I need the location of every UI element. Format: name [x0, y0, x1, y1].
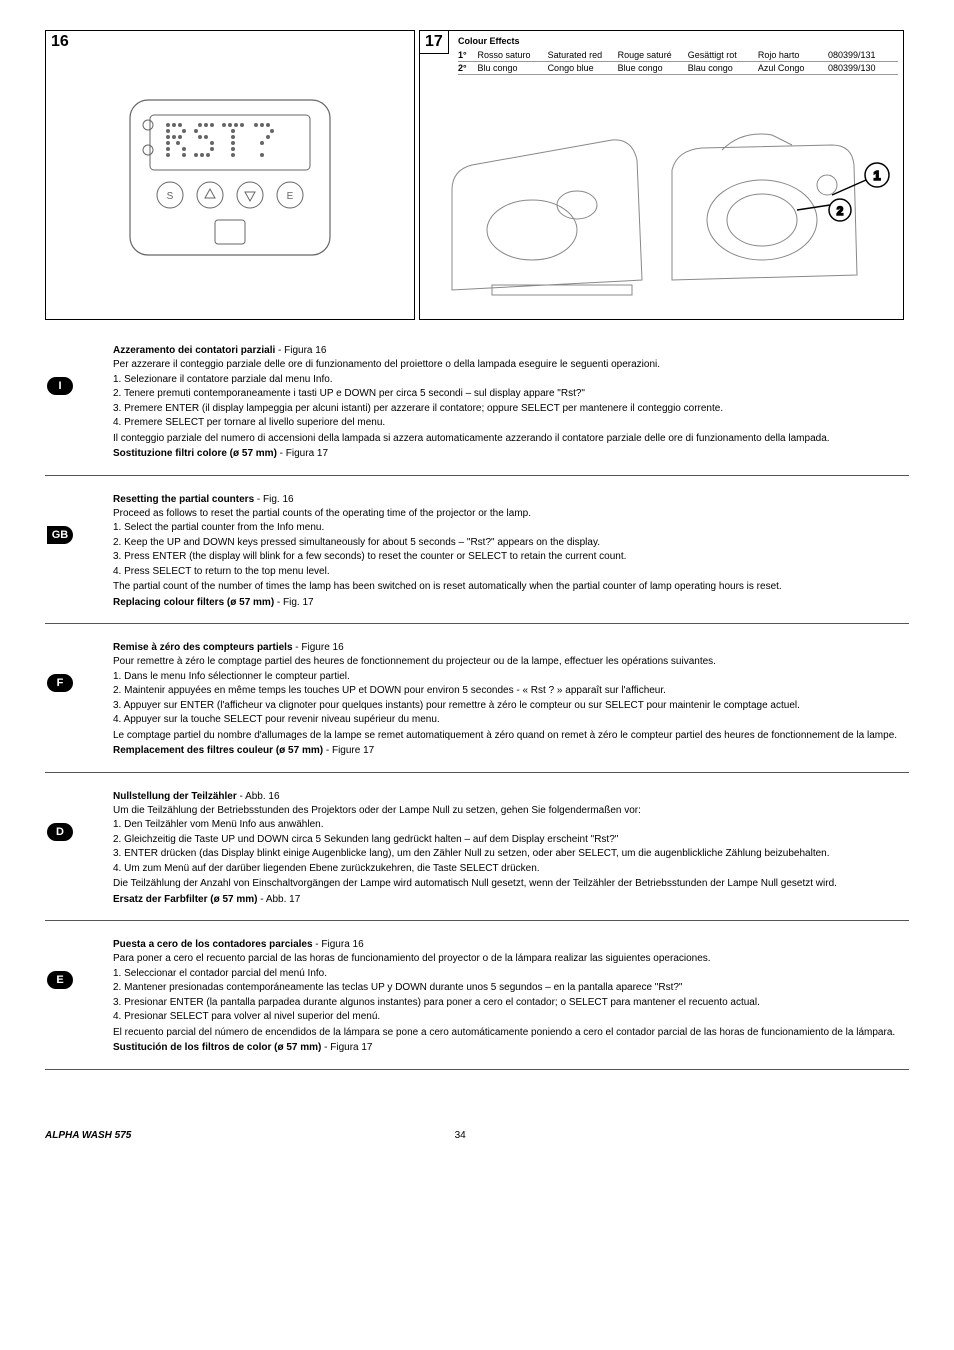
- es-l1: 1. Seleccionar el contador parcial del m…: [113, 967, 909, 981]
- fr-l3: 3. Appuyer sur ENTER (l'afficheur va cli…: [113, 699, 909, 713]
- fr-l1: 1. Dans le menu Info sélectionner le com…: [113, 670, 909, 684]
- row1-code: 080399/131: [828, 50, 898, 60]
- figure-16-box: 16: [45, 30, 415, 320]
- fr-intro: Pour remettre à zéro le comptage partiel…: [113, 655, 909, 669]
- figure-16-number: 16: [46, 31, 74, 53]
- lang-badge-fr: F: [47, 674, 73, 692]
- gb-l1: 1. Select the partial counter from the I…: [113, 521, 909, 535]
- section-gb: GB Resetting the partial counters - Fig.…: [45, 494, 909, 625]
- figure-17-box: 17 Colour Effects 1° Rosso saturo Satura…: [419, 30, 904, 320]
- row1-de: Gesättigt rot: [688, 50, 758, 60]
- es-subfig: - Figura 17: [321, 1042, 372, 1053]
- es-title: Puesta a cero de los contadores parciale…: [113, 939, 313, 950]
- colour-effects-table: Colour Effects 1° Rosso saturo Saturated…: [458, 36, 898, 75]
- lang-badge-es: E: [47, 971, 73, 989]
- fr-note: Le comptage partiel du nombre d'allumage…: [113, 729, 909, 743]
- gb-l3: 3. Press ENTER (the display will blink f…: [113, 550, 909, 564]
- gb-intro: Proceed as follows to reset the partial …: [113, 507, 909, 521]
- colour-table-title: Colour Effects: [458, 36, 898, 46]
- it-fig: - Figura 16: [275, 345, 326, 356]
- row2-code: 080399/130: [828, 63, 898, 73]
- footer-page: 34: [455, 1130, 466, 1141]
- section-es: E Puesta a cero de los contadores parcia…: [45, 939, 909, 1070]
- gb-l4: 4. Press SELECT to return to the top men…: [113, 565, 909, 579]
- row2-num: 2°: [458, 63, 477, 73]
- es-note: El recuento parcial del número de encend…: [113, 1026, 909, 1040]
- de-intro: Um die Teilzählung der Betriebsstunden d…: [113, 804, 909, 818]
- de-l2: 2. Gleichzeitig die Taste UP und DOWN ci…: [113, 833, 909, 847]
- de-l4: 4. Um zum Menü auf der darüber liegenden…: [113, 862, 909, 876]
- row1-en: Saturated red: [548, 50, 618, 60]
- gb-subfig: - Fig. 17: [274, 597, 313, 608]
- de-note: Die Teilzählung der Anzahl von Einschalt…: [113, 877, 909, 891]
- lang-badge-gb: GB: [47, 526, 73, 544]
- it-l4: 4. Premere SELECT per tornare al livello…: [113, 416, 909, 430]
- figure-17-number: 17: [420, 31, 449, 54]
- es-l3: 3. Presionar ENTER (la pantalla parpadea…: [113, 996, 909, 1010]
- figure-17-diagram: 1 2: [430, 106, 893, 314]
- page-footer: ALPHA WASH 575 34: [45, 1130, 909, 1141]
- row1-it: Rosso saturo: [477, 50, 547, 60]
- mechanism-svg: 1 2: [432, 110, 892, 310]
- es-intro: Para poner a cero el recuento parcial de…: [113, 952, 909, 966]
- es-fig: - Figura 16: [313, 939, 364, 950]
- it-sub: Sostituzione filtri colore (ø 57 mm): [113, 448, 277, 459]
- svg-text:1: 1: [873, 168, 880, 183]
- fr-fig: - Figure 16: [293, 642, 344, 653]
- figures-row: 16: [45, 30, 909, 320]
- row2-de: Blau congo: [688, 63, 758, 73]
- lang-badge-it: I: [47, 377, 73, 395]
- svg-text:2: 2: [836, 204, 843, 218]
- section-fr: F Remise à zéro des compteurs partiels -…: [45, 642, 909, 773]
- colour-row-1: 1° Rosso saturo Saturated red Rouge satu…: [458, 49, 898, 62]
- it-l3: 3. Premere ENTER (il display lampeggia p…: [113, 402, 909, 416]
- de-l3: 3. ENTER drücken (das Display blinkt ein…: [113, 847, 909, 861]
- section-de: D Nullstellung der Teilzähler - Abb. 16 …: [45, 791, 909, 922]
- colour-row-2: 2° Blu congo Congo blue Blue congo Blau …: [458, 62, 898, 75]
- es-l2: 2. Mantener presionadas contemporáneamen…: [113, 981, 909, 995]
- gb-note: The partial count of the number of times…: [113, 580, 909, 594]
- it-title: Azzeramento dei contatori parziali: [113, 345, 275, 356]
- row1-es: Rojo harto: [758, 50, 828, 60]
- gb-title: Resetting the partial counters: [113, 494, 254, 505]
- gb-l2: 2. Keep the UP and DOWN keys pressed sim…: [113, 536, 909, 550]
- row2-fr: Blue congo: [618, 63, 688, 73]
- it-intro: Per azzerare il conteggio parziale delle…: [113, 358, 909, 372]
- fr-l4: 4. Appuyer sur la touche SELECT pour rev…: [113, 713, 909, 727]
- it-subfig: - Figura 17: [277, 448, 328, 459]
- display-panel-svg: S E: [90, 65, 370, 285]
- fr-l2: 2. Maintenir appuyées en même temps les …: [113, 684, 909, 698]
- de-fig: - Abb. 16: [237, 791, 280, 802]
- fr-title: Remise à zéro des compteurs partiels: [113, 642, 293, 653]
- svg-text:S: S: [167, 191, 174, 202]
- gb-sub: Replacing colour filters (ø 57 mm): [113, 597, 274, 608]
- de-l1: 1. Den Teilzähler vom Menü Info aus anwä…: [113, 818, 909, 832]
- es-sub: Sustitución de los filtros de color (ø 5…: [113, 1042, 321, 1053]
- lang-badge-de: D: [47, 823, 73, 841]
- it-note: Il conteggio parziale del numero di acce…: [113, 432, 909, 446]
- gb-fig: - Fig. 16: [254, 494, 293, 505]
- svg-text:E: E: [287, 191, 294, 202]
- footer-product: ALPHA WASH 575: [45, 1130, 131, 1141]
- figure-16-diagram: S E: [46, 31, 414, 319]
- de-title: Nullstellung der Teilzähler: [113, 791, 237, 802]
- fr-subfig: - Figure 17: [323, 745, 374, 756]
- it-l2: 2. Tenere premuti contemporaneamente i t…: [113, 387, 909, 401]
- row1-num: 1°: [458, 50, 477, 60]
- row2-es: Azul Congo: [758, 63, 828, 73]
- row1-fr: Rouge saturé: [618, 50, 688, 60]
- row2-en: Congo blue: [548, 63, 618, 73]
- fr-sub: Remplacement des filtres couleur (ø 57 m…: [113, 745, 323, 756]
- it-l1: 1. Selezionare il contatore parziale dal…: [113, 373, 909, 387]
- row2-it: Blu congo: [477, 63, 547, 73]
- de-subfig: - Abb. 17: [257, 894, 300, 905]
- de-sub: Ersatz der Farbfilter (ø 57 mm): [113, 894, 257, 905]
- section-it: I Azzeramento dei contatori parziali - F…: [45, 345, 909, 476]
- es-l4: 4. Presionar SELECT para volver al nivel…: [113, 1010, 909, 1024]
